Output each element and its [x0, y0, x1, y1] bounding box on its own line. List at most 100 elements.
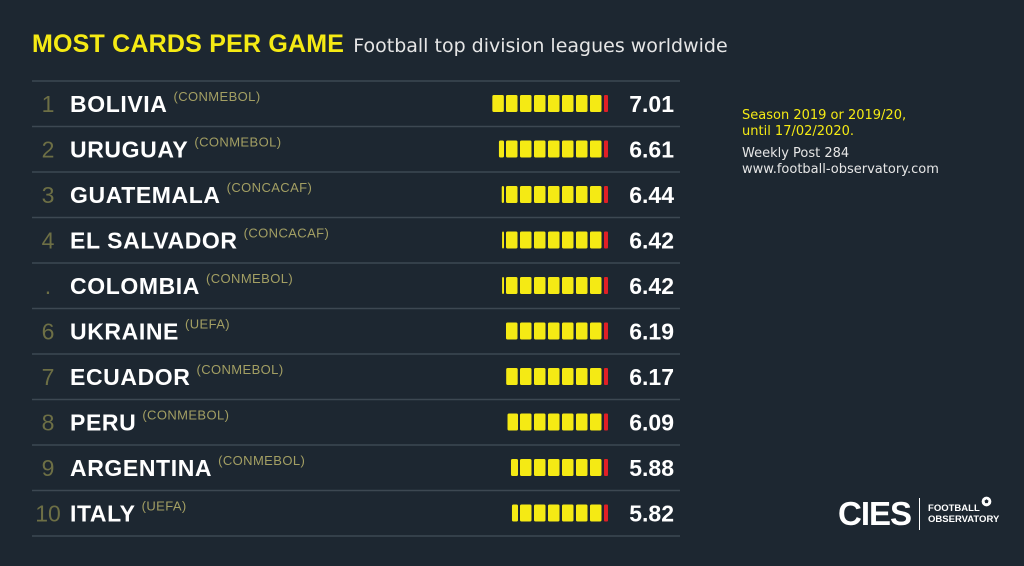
country-name: COLOMBIA — [70, 273, 200, 299]
red-card-mark — [604, 504, 608, 522]
yellow-card-mark — [548, 277, 560, 294]
card-mark-partial — [492, 95, 504, 112]
yellow-card-mark — [534, 95, 546, 112]
yellow-card-mark — [548, 322, 560, 340]
card-mark-partial — [511, 504, 518, 522]
yellow-card-mark — [576, 322, 588, 340]
post-note: Weekly Post 284 — [742, 146, 850, 161]
confederation-label: (UEFA) — [142, 499, 187, 514]
red-card-mark — [604, 413, 608, 431]
card-mark-partial — [510, 459, 518, 476]
date-note: until 17/02/2020. — [742, 124, 854, 139]
yellow-card-mark — [562, 231, 574, 249]
confederation-label: (CONMEBOL) — [218, 453, 305, 468]
country-name: ITALY — [70, 501, 136, 527]
url-note: www.football-observatory.com — [742, 162, 939, 177]
value-label: 6.19 — [629, 319, 674, 345]
yellow-card-mark — [576, 368, 588, 385]
ranking-chart: 1 BOLIVIA (CONMEBOL) 7.01 2 URUGUAY (CONMEBOL)… — [32, 80, 680, 537]
value-label: 5.88 — [629, 455, 674, 481]
red-card-mark — [604, 277, 608, 294]
country-name: BOLIVIA — [70, 91, 167, 117]
red-card-mark — [604, 186, 608, 203]
yellow-card-mark — [506, 231, 518, 249]
rank-label: 2 — [42, 137, 55, 163]
yellow-card-mark — [562, 95, 574, 112]
yellow-card-mark — [576, 277, 588, 294]
value-label: 6.42 — [629, 273, 674, 299]
yellow-card-mark — [506, 322, 518, 340]
yellow-card-mark — [590, 95, 602, 112]
yellow-card-mark — [590, 368, 602, 385]
yellow-card-mark — [548, 231, 560, 249]
yellow-card-mark — [506, 186, 518, 203]
yellow-card-mark — [548, 368, 560, 385]
yellow-card-mark — [576, 413, 588, 431]
yellow-card-mark — [520, 368, 532, 385]
red-card-mark — [604, 95, 608, 112]
yellow-card-mark — [534, 413, 546, 431]
yellow-card-mark — [590, 459, 602, 476]
yellow-card-mark — [520, 504, 532, 522]
yellow-card-mark — [562, 504, 574, 522]
value-label: 7.01 — [629, 91, 674, 117]
value-label: 6.09 — [629, 410, 674, 436]
logo-line-football: FOOTBALL — [928, 503, 980, 514]
table-row: 2 URUGUAY (CONMEBOL) 6.61 — [42, 135, 675, 163]
value-label: 6.44 — [629, 182, 674, 208]
confederation-label: (CONMEBOL) — [206, 271, 293, 286]
table-row: 4 EL SALVADOR (CONCACAF) 6.42 — [42, 226, 674, 254]
rank-label: 3 — [42, 182, 55, 208]
confederation-label: (CONMEBOL) — [173, 89, 260, 104]
yellow-card-mark — [520, 95, 532, 112]
table-row: . COLOMBIA (CONMEBOL) 6.42 — [45, 271, 674, 299]
yellow-card-mark — [548, 504, 560, 522]
red-card-mark — [604, 322, 608, 340]
confederation-label: (CONMEBOL) — [194, 135, 281, 150]
yellow-card-mark — [590, 231, 602, 249]
yellow-card-mark — [506, 277, 518, 294]
country-name: PERU — [70, 410, 136, 436]
chart-subtitle: Football top division leagues worldwide — [353, 35, 728, 57]
rank-label: 7 — [42, 364, 55, 390]
country-name: EL SALVADOR — [70, 228, 238, 254]
yellow-card-mark — [506, 140, 518, 158]
yellow-card-mark — [562, 322, 574, 340]
football-icon — [981, 496, 992, 507]
yellow-card-mark — [520, 459, 532, 476]
card-mark-partial — [506, 368, 518, 385]
table-row: 3 GUATEMALA (CONCACAF) 6.44 — [42, 180, 675, 208]
yellow-card-mark — [562, 368, 574, 385]
yellow-card-mark — [548, 95, 560, 112]
card-mark-partial — [501, 186, 504, 203]
yellow-card-mark — [562, 186, 574, 203]
cies-wordmark: CIES — [838, 495, 912, 532]
value-label: 5.82 — [629, 501, 674, 527]
rank-label: 10 — [35, 501, 61, 527]
yellow-card-mark — [548, 140, 560, 158]
yellow-card-mark — [548, 459, 560, 476]
yellow-card-mark — [576, 186, 588, 203]
rank-label: . — [45, 273, 51, 299]
yellow-card-mark — [534, 186, 546, 203]
yellow-card-mark — [562, 140, 574, 158]
season-note: Season 2019 or 2019/20, — [742, 108, 907, 123]
red-card-mark — [604, 140, 608, 158]
card-mark-partial — [507, 413, 518, 431]
rank-label: 4 — [42, 228, 55, 254]
yellow-card-mark — [520, 322, 532, 340]
yellow-card-mark — [576, 231, 588, 249]
yellow-card-mark — [520, 413, 532, 431]
card-mark-partial — [502, 277, 504, 294]
rank-label: 1 — [42, 91, 55, 117]
yellow-card-mark — [534, 322, 546, 340]
yellow-card-mark — [590, 322, 602, 340]
yellow-card-mark — [590, 413, 602, 431]
yellow-card-mark — [576, 95, 588, 112]
value-label: 6.17 — [629, 364, 674, 390]
logo-separator — [919, 498, 921, 530]
yellow-card-mark — [520, 140, 532, 158]
rank-label: 6 — [42, 319, 55, 345]
yellow-card-mark — [506, 95, 518, 112]
card-mark-partial — [502, 231, 504, 249]
